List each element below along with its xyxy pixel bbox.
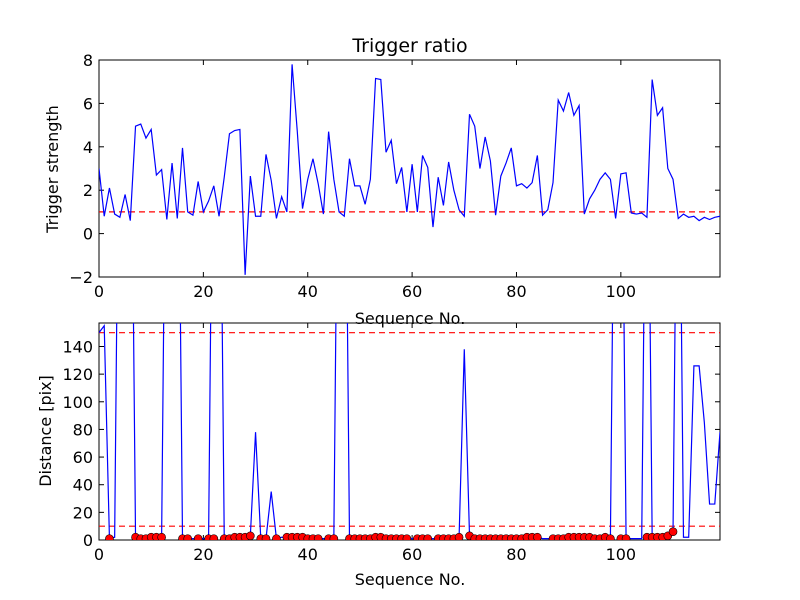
data-point-marker (105, 534, 114, 540)
y-tick-label: 100 (62, 393, 93, 412)
y-tick-label: 40 (73, 476, 93, 495)
chart-title: Trigger ratio (351, 35, 467, 57)
y-tick-label: 6 (83, 94, 93, 113)
distance-line (99, 323, 720, 540)
y-tick-label: 0 (83, 225, 93, 244)
data-point-marker (157, 532, 166, 540)
data-point-marker (423, 534, 433, 540)
data-point-marker (668, 527, 678, 537)
y-tick-label: 80 (73, 420, 93, 439)
plot-content (99, 64, 720, 275)
data-point-marker (246, 531, 255, 540)
data-point-marker (533, 532, 542, 540)
plot-content (99, 323, 720, 540)
x-tick-label: 20 (193, 545, 213, 564)
y-tick-label: 140 (62, 337, 93, 356)
data-point-marker (606, 534, 615, 540)
y-axis-label: Distance [pix] (36, 375, 55, 487)
data-point-marker (454, 532, 464, 540)
x-tick-label: 40 (298, 282, 318, 301)
distance-chart: 0 20 40 60 80 100 0 20 40 60 80 100 120 140 Sequence … (36, 322, 721, 589)
data-point-marker (209, 534, 219, 540)
plot-frame (98, 59, 721, 278)
data-point-marker (313, 534, 323, 540)
x-tick-label: 20 (193, 282, 213, 301)
x-tick-label: 80 (506, 545, 526, 564)
x-tick-label: 100 (606, 282, 637, 301)
data-point-marker (183, 534, 193, 540)
y-tick-label: 2 (83, 181, 93, 200)
y-tick-label: 60 (73, 448, 93, 467)
x-axis-label: Sequence No. (355, 309, 466, 328)
x-tick-label: 60 (402, 545, 422, 564)
distance-plot-area: 0 20 40 60 80 100 0 20 40 60 80 100 120 140 (62, 322, 721, 564)
y-tick-label: 20 (73, 503, 93, 522)
y-tick-label: 120 (62, 365, 93, 384)
x-tick-label: 0 (94, 545, 104, 564)
y-tick-label: 4 (83, 138, 93, 157)
y-tick-label: −2 (69, 268, 93, 287)
y-axis-label: Trigger strength (43, 105, 62, 234)
data-point-marker (272, 534, 281, 540)
data-point-marker (621, 534, 631, 540)
trigger-strength-line (99, 64, 720, 275)
x-tick-label: 80 (506, 282, 526, 301)
x-tick-label: 0 (94, 282, 104, 301)
data-point-marker (329, 534, 339, 540)
data-point-marker (193, 534, 203, 540)
x-tick-label: 100 (606, 545, 637, 564)
plot-frame (98, 322, 721, 541)
y-tick-label: 8 (83, 51, 93, 70)
y-tick-label: 0 (83, 531, 93, 550)
x-tick-label: 60 (402, 282, 422, 301)
x-tick-label: 40 (298, 545, 318, 564)
data-point-marker (402, 534, 412, 540)
data-point-marker (261, 534, 271, 540)
x-axis-label: Sequence No. (355, 570, 466, 589)
